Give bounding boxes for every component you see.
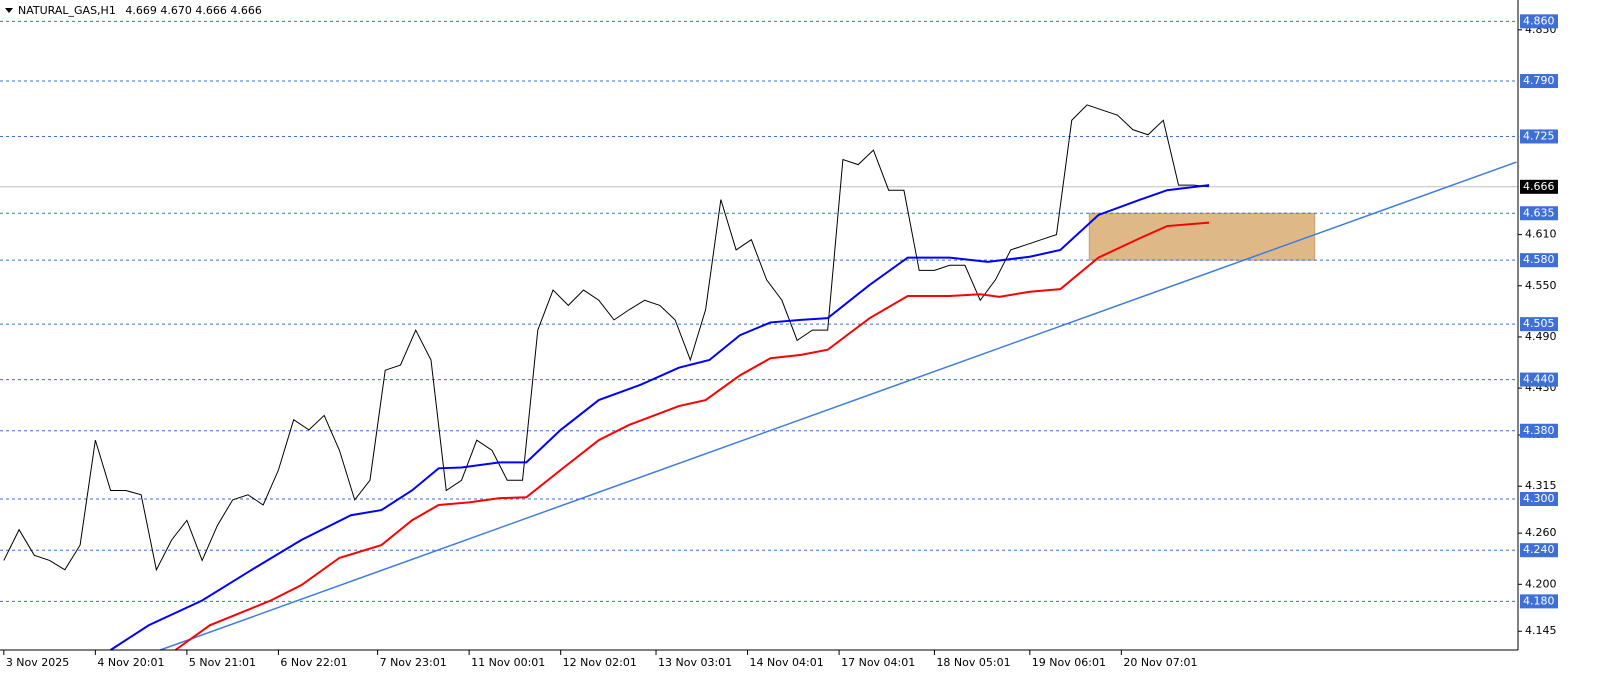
level-label-box bbox=[1520, 129, 1558, 144]
y-tick-label: 4.145 bbox=[1525, 624, 1557, 637]
symbol: NATURAL_GAS,H1 bbox=[18, 4, 116, 17]
level-label-box bbox=[1520, 372, 1558, 387]
level-label: 4.300 bbox=[1523, 492, 1555, 505]
x-tick-label: 7 Nov 23:01 bbox=[380, 656, 447, 669]
x-tick-label: 20 Nov 07:01 bbox=[1123, 656, 1197, 669]
x-tick-label: 4 Nov 20:01 bbox=[97, 656, 164, 669]
level-label: 4.790 bbox=[1523, 74, 1555, 87]
level-label-box bbox=[1520, 594, 1558, 609]
x-tick-label: 18 Nov 05:01 bbox=[936, 656, 1010, 669]
level-label: 4.240 bbox=[1523, 543, 1555, 556]
level-label-box bbox=[1520, 543, 1558, 558]
trendline bbox=[159, 161, 1517, 651]
x-tick-label: 17 Nov 04:01 bbox=[841, 656, 915, 669]
level-label: 4.860 bbox=[1523, 14, 1555, 27]
x-tick-label: 14 Nov 04:01 bbox=[750, 656, 824, 669]
menu-triangle[interactable] bbox=[5, 8, 13, 13]
level-label-box bbox=[1520, 206, 1558, 221]
y-tick-label: 4.550 bbox=[1525, 279, 1557, 292]
series-line bbox=[3, 104, 1210, 572]
last-price-label: 4.666 bbox=[1523, 180, 1555, 193]
x-tick-label: 11 Nov 00:01 bbox=[471, 656, 545, 669]
level-label: 4.440 bbox=[1523, 373, 1555, 386]
chart-header: NATURAL_GAS,H1 4.669 4.670 4.666 4.666 bbox=[18, 4, 262, 17]
level-label: 4.380 bbox=[1523, 424, 1555, 437]
close: 4.666 bbox=[230, 4, 262, 17]
level-label: 4.725 bbox=[1523, 129, 1555, 142]
low: 4.666 bbox=[195, 4, 227, 17]
level-label-box bbox=[1520, 14, 1558, 29]
level-label: 4.635 bbox=[1523, 206, 1555, 219]
level-label-box bbox=[1520, 492, 1558, 507]
x-tick-label: 5 Nov 21:01 bbox=[189, 656, 256, 669]
x-tick-label: 13 Nov 03:01 bbox=[658, 656, 732, 669]
series-line bbox=[174, 221, 1210, 651]
y-tick-label: 4.610 bbox=[1525, 228, 1557, 241]
x-tick-label: 12 Nov 02:01 bbox=[563, 656, 637, 669]
y-tick-label: 4.260 bbox=[1525, 526, 1557, 539]
level-label: 4.180 bbox=[1523, 594, 1555, 607]
last-price-box bbox=[1520, 179, 1558, 194]
zone bbox=[1088, 212, 1316, 261]
y-tick-label: 4.490 bbox=[1525, 330, 1557, 343]
level-label-box bbox=[1520, 423, 1558, 438]
level-label-box bbox=[1520, 253, 1558, 268]
high: 4.670 bbox=[160, 4, 192, 17]
level-label: 4.580 bbox=[1523, 253, 1555, 266]
x-tick-label: 19 Nov 06:01 bbox=[1032, 656, 1106, 669]
x-tick-label: 3 Nov 2025 bbox=[6, 656, 69, 669]
open: 4.669 bbox=[125, 4, 157, 17]
y-tick-label: 4.315 bbox=[1525, 479, 1557, 492]
level-label: 4.505 bbox=[1523, 317, 1555, 330]
x-tick-label: 6 Nov 22:01 bbox=[280, 656, 347, 669]
plot-area bbox=[0, 20, 1518, 651]
level-label-box bbox=[1520, 317, 1558, 332]
y-tick-label: 4.200 bbox=[1525, 577, 1557, 590]
series-line bbox=[110, 184, 1210, 651]
level-label-box bbox=[1520, 74, 1558, 89]
